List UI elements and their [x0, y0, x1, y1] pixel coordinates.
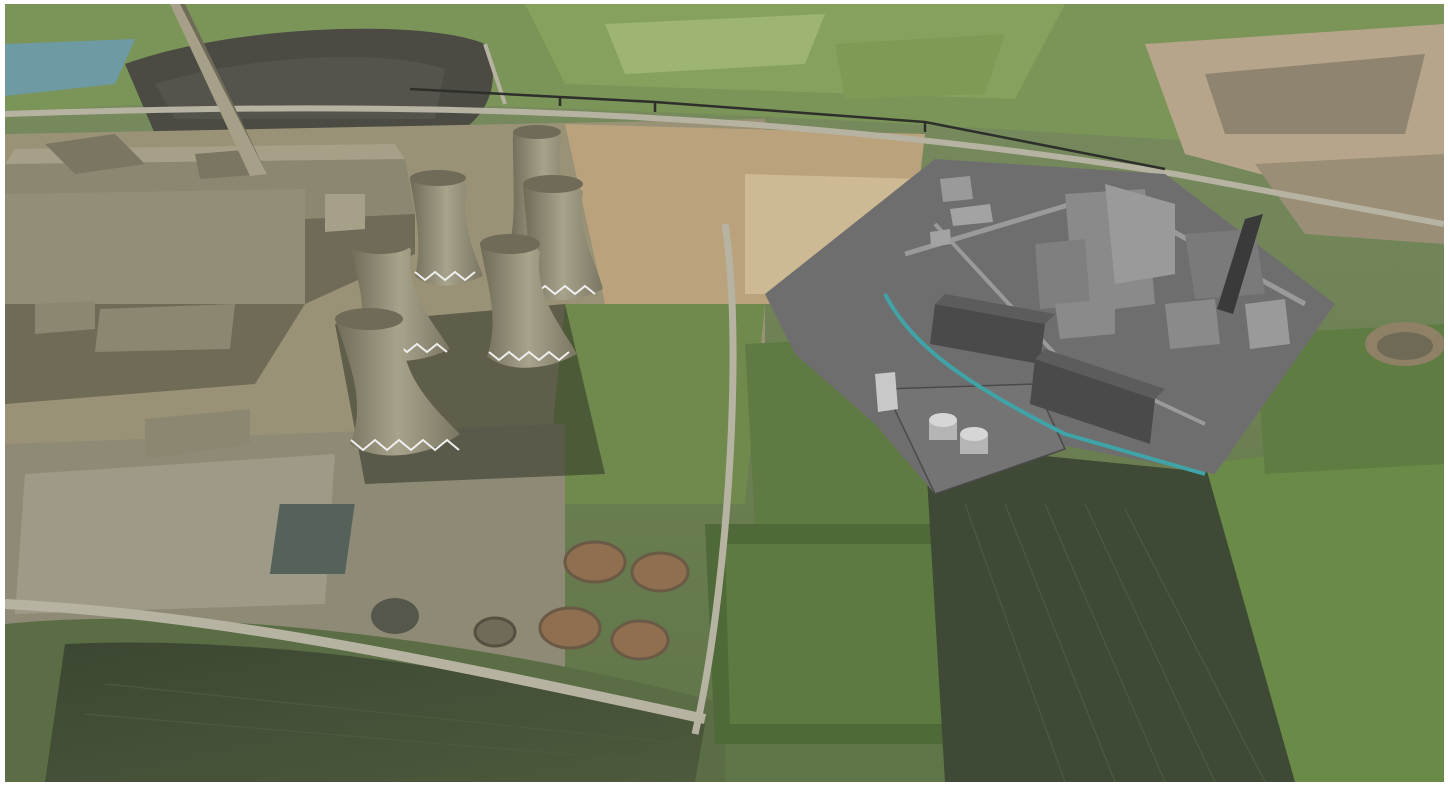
storage-tank — [960, 427, 988, 454]
air-cooled-condenser — [930, 294, 1055, 364]
cooling-tower — [335, 308, 460, 456]
air-cooled-condenser — [1030, 349, 1165, 444]
road-network — [5, 43, 1444, 735]
storage-tank — [929, 413, 957, 440]
overhead-pipeline — [409, 87, 1166, 171]
aerial-scene-image — [5, 4, 1444, 782]
cooling-tower — [523, 175, 603, 301]
cooling-tower — [410, 170, 483, 286]
proposed-plant-model — [765, 159, 1335, 495]
cooling-towers — [335, 125, 603, 456]
cooling-tower — [480, 234, 577, 368]
treatment-tanks — [269, 504, 690, 661]
field-furrows — [84, 503, 1266, 782]
